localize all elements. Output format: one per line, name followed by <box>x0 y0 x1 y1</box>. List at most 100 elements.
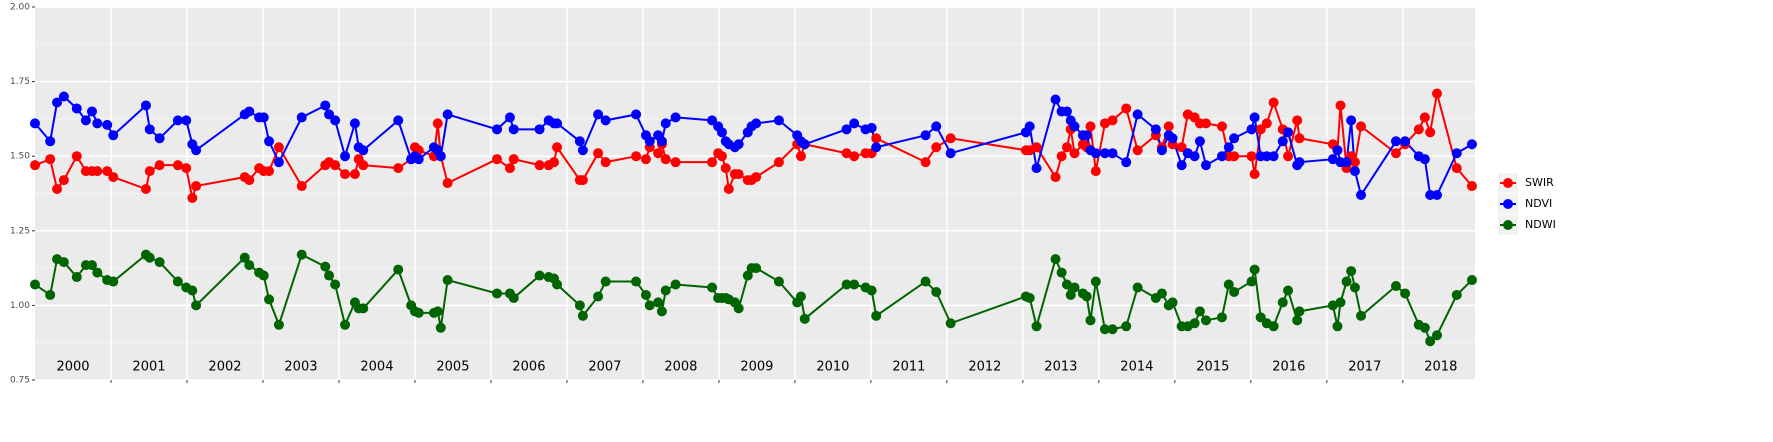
data-point <box>670 112 681 123</box>
data-point <box>258 270 269 281</box>
data-point <box>1332 145 1343 156</box>
data-point <box>1050 172 1061 183</box>
year-label: 2003 <box>284 360 317 375</box>
data-point <box>600 276 611 287</box>
data-point <box>349 118 360 129</box>
year-label: 2002 <box>208 360 241 375</box>
data-point <box>593 148 604 159</box>
data-point <box>413 154 424 165</box>
data-point <box>1189 318 1200 329</box>
data-point <box>172 276 183 287</box>
data-point <box>1327 300 1338 311</box>
data-point <box>154 133 165 144</box>
data-point <box>920 130 931 141</box>
data-point <box>1031 142 1042 153</box>
data-point <box>871 142 882 153</box>
data-point <box>653 297 664 308</box>
data-point <box>442 109 453 120</box>
data-point <box>435 151 446 162</box>
data-point <box>1216 121 1227 132</box>
data-point <box>1425 127 1436 138</box>
data-point <box>534 270 545 281</box>
data-point <box>1277 297 1288 308</box>
data-point <box>1107 115 1118 126</box>
data-point <box>660 285 671 296</box>
data-point <box>1167 297 1178 308</box>
data-point <box>707 282 718 293</box>
data-point <box>296 181 307 192</box>
data-point <box>108 276 119 287</box>
data-point <box>239 252 250 263</box>
data-point <box>1132 109 1143 120</box>
data-point <box>1335 297 1346 308</box>
data-point <box>1050 94 1061 105</box>
data-point <box>52 184 63 195</box>
year-label: 2007 <box>588 360 621 375</box>
data-point <box>656 136 667 147</box>
data-point <box>1176 160 1187 171</box>
data-point <box>413 307 424 318</box>
data-point <box>920 157 931 168</box>
data-point <box>841 148 852 159</box>
data-point <box>1229 286 1240 297</box>
data-point <box>849 279 860 290</box>
data-point <box>1081 130 1092 141</box>
legend-dot <box>1503 199 1513 209</box>
data-point <box>631 151 642 162</box>
year-label: 2000 <box>56 360 89 375</box>
data-point <box>191 181 202 192</box>
data-point <box>1085 121 1096 132</box>
data-point <box>1451 289 1462 300</box>
legend-dot <box>1503 178 1513 188</box>
legend-item: NDWI <box>1498 215 1556 235</box>
data-point <box>931 286 942 297</box>
data-point <box>1277 136 1288 147</box>
data-point <box>1156 288 1167 299</box>
data-point <box>1121 157 1132 168</box>
data-point <box>733 303 744 314</box>
data-point <box>773 157 784 168</box>
legend-label: NDVI <box>1525 197 1552 210</box>
year-label: 2010 <box>816 360 849 375</box>
year-label: 2013 <box>1044 360 1077 375</box>
data-point <box>1283 127 1294 138</box>
data-point <box>393 264 404 275</box>
data-point <box>1132 282 1143 293</box>
data-point <box>1031 163 1042 174</box>
data-point <box>1356 310 1367 321</box>
data-point <box>1400 288 1411 299</box>
data-point <box>1432 189 1443 200</box>
data-point <box>1024 121 1035 132</box>
data-point <box>795 291 806 302</box>
data-point <box>920 276 931 287</box>
data-point <box>71 151 82 162</box>
data-point <box>1216 151 1227 162</box>
data-point <box>320 100 331 111</box>
data-point <box>631 276 642 287</box>
data-point <box>273 142 284 153</box>
data-point <box>442 275 453 286</box>
data-point <box>1261 118 1272 129</box>
data-point <box>1069 121 1080 132</box>
y-tick-label: 1.50 <box>10 152 30 162</box>
data-point <box>1341 276 1352 287</box>
data-point <box>508 154 519 165</box>
data-point <box>296 249 307 260</box>
data-point <box>45 136 56 147</box>
data-point <box>30 118 40 129</box>
data-point <box>1163 121 1174 132</box>
data-point <box>945 318 956 329</box>
data-point <box>534 160 545 171</box>
data-point <box>656 306 667 317</box>
data-point <box>660 154 671 165</box>
data-point <box>945 133 956 144</box>
data-point <box>140 184 151 195</box>
data-point <box>549 157 560 168</box>
data-point <box>577 175 588 186</box>
data-point <box>1268 97 1279 108</box>
data-point <box>945 148 956 159</box>
legend-item: SWIR <box>1498 173 1554 193</box>
data-point <box>577 310 588 321</box>
year-label: 2001 <box>132 360 165 375</box>
